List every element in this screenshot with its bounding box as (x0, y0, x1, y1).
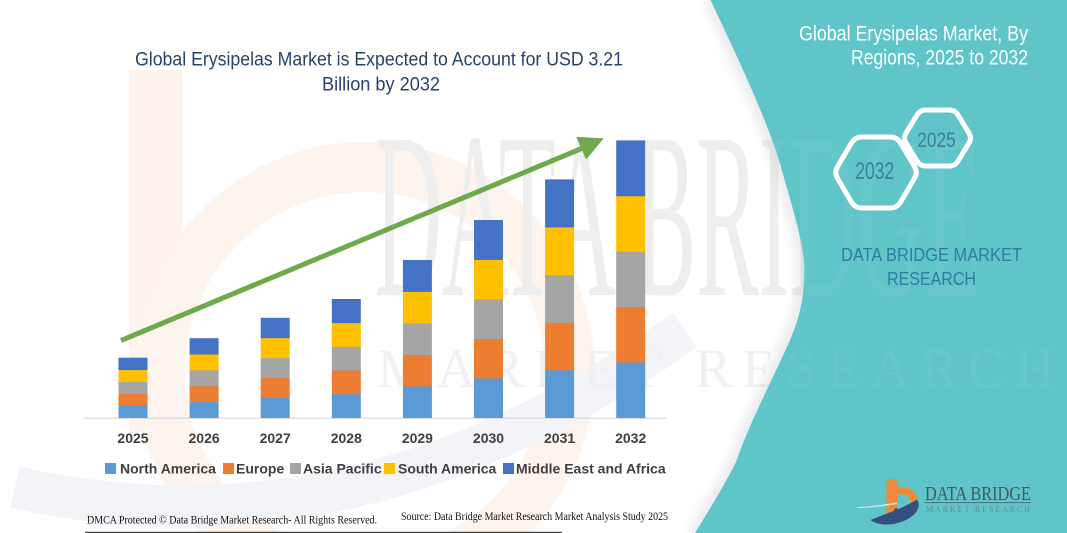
svg-text:Global Erysipelas Market is Ex: Global Erysipelas Market is Expected to … (135, 50, 623, 71)
svg-text:2031: 2031 (544, 430, 575, 446)
svg-text:RESEARCH: RESEARCH (887, 269, 976, 289)
svg-text:2027: 2027 (260, 430, 291, 446)
svg-text:MARKET RESEARCH: MARKET RESEARCH (926, 505, 1030, 514)
svg-text:2025: 2025 (117, 430, 148, 446)
svg-text:DMCA Protected © Data Bridge M: DMCA Protected © Data Bridge Market Rese… (87, 513, 377, 527)
svg-text:Middle East and Africa: Middle East and Africa (516, 461, 666, 477)
svg-text:2025: 2025 (917, 128, 956, 152)
svg-text:Regions, 2025 to 2032: Regions, 2025 to 2032 (851, 46, 1028, 69)
svg-text:2032: 2032 (855, 158, 894, 185)
svg-text:Global Erysipelas Market, By: Global Erysipelas Market, By (799, 22, 1028, 45)
svg-text:Asia Pacific: Asia Pacific (303, 461, 382, 477)
svg-text:South America: South America (398, 461, 496, 477)
svg-text:2030: 2030 (473, 430, 504, 446)
svg-text:DATA BRIDGE MARKET: DATA BRIDGE MARKET (841, 245, 1022, 265)
svg-text:2029: 2029 (402, 430, 433, 446)
svg-text:DATA BRIDGE: DATA BRIDGE (925, 483, 1031, 505)
svg-text:Europe: Europe (236, 461, 284, 477)
svg-text:Source: Data Bridge Market Res: Source: Data Bridge Market Research Mark… (401, 509, 668, 523)
svg-text:North America: North America (120, 461, 216, 477)
svg-text:2026: 2026 (189, 430, 220, 446)
svg-text:Billion by 2032: Billion by 2032 (322, 75, 440, 96)
svg-text:2032: 2032 (615, 430, 646, 446)
svg-text:2028: 2028 (331, 430, 362, 446)
svg-text:DATA BRIDGE: DATA BRIDGE (375, 85, 982, 347)
